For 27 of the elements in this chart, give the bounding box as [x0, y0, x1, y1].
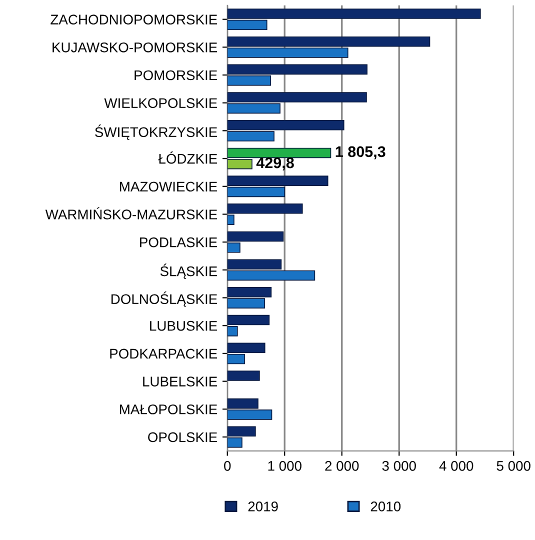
x-tick-label: 2 000 — [325, 460, 359, 471]
y-tick-label: ŚLĄSKIE — [160, 264, 218, 279]
data-label: 429,8 — [256, 157, 294, 170]
y-tick-label: LUBUSKIE — [150, 320, 218, 331]
bar — [227, 370, 260, 381]
data-label: 1 805,3 — [336, 146, 386, 160]
y-tick-label: ZACHODNIOPOMORSKIE — [50, 14, 218, 24]
y-tick-label: PODLASKIE — [140, 237, 218, 248]
legend-label: 2010 — [370, 502, 401, 512]
y-tick-label: ŁÓDZKIE — [158, 152, 218, 164]
x-tick-label: 0 — [224, 460, 231, 471]
y-tick-label: KUJAWSKO-POMORSKIE — [52, 42, 218, 52]
y-tick-label: WARMIŃSKO-MAZURSKIE — [45, 207, 218, 220]
y-tick-label: DOLNOŚLĄSKIE — [112, 291, 218, 307]
y-tick-label: LUBELSKIE — [143, 376, 218, 386]
x-tick-label: 5 000 — [496, 460, 530, 471]
y-tick-label: POMORSKIE — [134, 70, 218, 80]
y-tick-label: ŚWIĘTOKRZYSKIE — [95, 124, 218, 140]
y-tick-label: PODKARPACKIE — [110, 348, 218, 359]
legend-label: 2019 — [248, 502, 278, 512]
x-tick-label: 4 000 — [439, 460, 474, 471]
y-tick-label: WIELKOPOLSKIE — [104, 98, 218, 108]
x-tick-label: 3 000 — [382, 460, 416, 471]
x-tick-label: 1 000 — [268, 460, 302, 471]
y-tick-label: MAŁOPOLSKIE — [120, 404, 218, 414]
y-tick-label: MAZOWIECKIE — [120, 182, 218, 192]
y-tick-label: OPOLSKIE — [148, 432, 218, 442]
